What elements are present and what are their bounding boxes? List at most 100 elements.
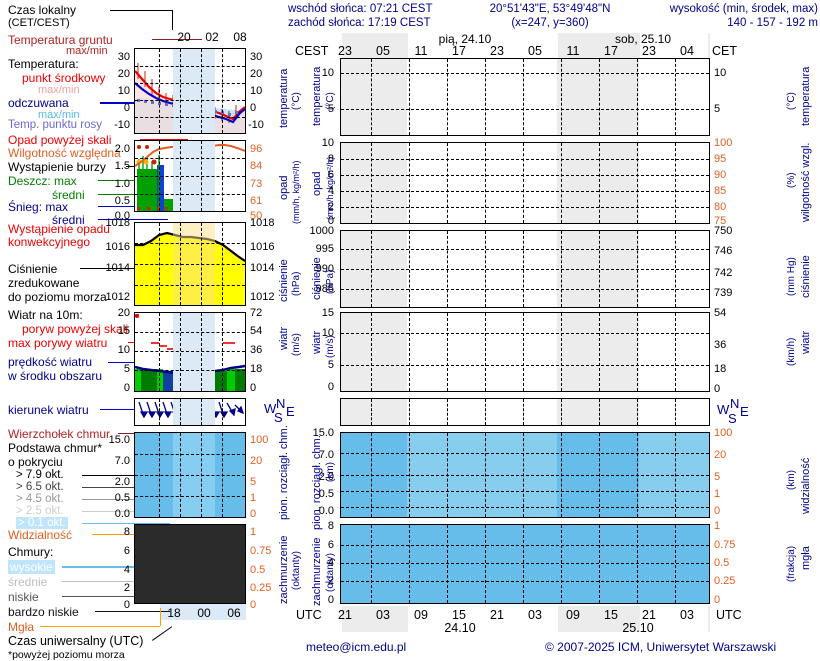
small-cover-right-025: 0.25 (250, 582, 272, 594)
legend-okt-65: > 6.5 okt. (16, 481, 64, 493)
main-precip-left-4: 4 (327, 185, 334, 197)
main-temp-left-10: 10 (321, 67, 334, 79)
small-axis-temperatura: temperatura (278, 68, 290, 128)
leader-rain-max (98, 180, 168, 181)
small-wind-left-15: 15 (117, 325, 130, 337)
legend-gust-over: poryw powyżej skali (22, 322, 129, 336)
small-wind-left-0: 0 (123, 382, 130, 394)
small-wind-right-36: 36 (250, 344, 263, 356)
main-chart-wind[interactable] (340, 312, 710, 392)
main-precip-left-6: 6 (327, 169, 334, 181)
main-chart-pressure[interactable] (340, 230, 710, 308)
local-tick-6: 11 (566, 44, 580, 58)
small-cover-left-2: 2 (123, 582, 130, 594)
small-chart-pressure[interactable] (134, 222, 246, 306)
main-chart-winddir[interactable] (340, 398, 710, 426)
main-chart-cover[interactable] (340, 524, 710, 604)
small-cover-right-1: 1 (250, 526, 257, 538)
compass-s: S (274, 410, 283, 425)
main-axis-wiatr-unit-r: (km/h) (786, 337, 797, 366)
small-press-right-1016: 1016 (250, 241, 275, 253)
main-vis-right-5: 5 (714, 471, 721, 483)
legend-cloud-top: Wierzchołek chmur (8, 427, 111, 441)
small-precip-right-73: 73 (250, 178, 263, 190)
legend-temp-apparent-sub: max/min (38, 109, 80, 121)
main-chart-cloud[interactable] (340, 432, 710, 518)
main-hum-right-100: 100 (714, 137, 733, 149)
utc-tick-7: 15 (604, 608, 618, 622)
main-wind-right-18: 18 (714, 363, 727, 375)
main-axis-wiatr: wiatr (311, 330, 323, 354)
main-cloud-left-150: 15.0 (312, 427, 334, 439)
leader-okt25 (82, 511, 170, 512)
small-precip-left-0: 0.0 (114, 210, 130, 222)
small-chart-precip[interactable] (134, 140, 246, 212)
day-band-2 (639, 313, 709, 391)
main-axis-cover-unit: (oktanty) (325, 553, 336, 592)
small-axis-wiatr: wiatr (278, 326, 290, 350)
leader-snow-max (98, 206, 168, 207)
small-cloud-right-20: 20 (250, 455, 263, 467)
small-cloud-left-150: 15.0 (108, 434, 130, 446)
local-tick-9: 04 (680, 44, 694, 58)
main-precip-left-10: 10 (321, 137, 334, 149)
small-cloud-right-5: 5 (250, 476, 257, 488)
main-cover-left-6: 6 (327, 539, 334, 551)
main-press-right-750: 750 (714, 225, 733, 237)
main-vis-right-100: 100 (714, 427, 733, 439)
small-cover-left-8: 8 (123, 526, 130, 538)
legend-local-time-sub: (CET/CEST) (8, 17, 70, 29)
small-chart-wind[interactable] (134, 312, 246, 392)
main-vis-right-0: 0 (714, 505, 721, 517)
main-chart-temperature[interactable] (340, 58, 710, 136)
small-tick-08: 08 (233, 30, 247, 44)
main-axis-cisnienie-unit: (hPa) (325, 269, 336, 294)
small-axis-cloud: pion. rozciągł. chm. (278, 425, 290, 520)
main-vis-right-1: 1 (714, 488, 721, 500)
leader-pressure (80, 268, 134, 269)
main-compass: N E S W (716, 396, 756, 426)
main-axis-temperatura-r: temperatura (800, 66, 812, 126)
local-tick-2: 11 (414, 44, 428, 58)
main-vis-right-20: 20 (714, 449, 727, 461)
main-cloud-left-20: 2.0 (318, 471, 334, 483)
utc-label-left: UTC (296, 608, 322, 622)
local-tick-4: 23 (490, 44, 504, 58)
small-cover-left-0: 0 (123, 599, 130, 611)
legend-gust-max: max porywy wiatru (8, 336, 108, 350)
legend-okt-01: > 0.1 okt. (16, 517, 68, 529)
compass-n: N (276, 396, 286, 411)
legend-okt-25: > 2.5 okt. (16, 505, 64, 517)
day-band-2 (639, 59, 709, 135)
main-axis-wilgotnosc-unit: (%) (786, 172, 797, 188)
top-axis-night-1 (342, 33, 408, 58)
main-axis-cover: zachmurzenie (311, 537, 323, 606)
legend-snow-avg: średni (52, 213, 85, 227)
main-cover-left-0: 0 (327, 594, 334, 606)
small-press-left-1016: 1016 (105, 241, 130, 253)
small-cloud-left-05: 0.5 (114, 492, 130, 504)
main-press-left-990: 990 (315, 263, 334, 275)
footer-email[interactable]: meteo@icm.edu.pl (306, 640, 407, 654)
main-hum-right-90: 90 (714, 169, 727, 181)
small-utc-tick-00: 00 (197, 606, 211, 620)
top-axis-day-1 (408, 33, 558, 58)
main-chart-precip[interactable] (340, 142, 710, 224)
utc-tick-9: 03 (680, 608, 694, 622)
main-cover-left-8: 8 (327, 520, 334, 532)
small-chart-temperature[interactable] (134, 48, 246, 134)
main-axis-opad-unit: (mm/h, kg/m²/h) (325, 156, 335, 220)
small-chart-cloud[interactable] (134, 432, 246, 518)
small-chart-cover[interactable] (134, 524, 246, 604)
legend-rain-max: Deszcz: max (8, 174, 77, 188)
small-temp-right-m10: -10 (248, 119, 264, 131)
small-chart-winddir[interactable] (134, 398, 246, 426)
legend-footnote: *powyżej poziomu morza (8, 649, 125, 661)
small-precip-right-50: 50 (250, 210, 263, 222)
local-tick-0: 23 (338, 44, 352, 58)
leader-visibility (92, 534, 168, 535)
small-temp-left-10: 10 (117, 85, 130, 97)
small-cloud-left-20: 2.0 (114, 476, 130, 488)
small-press-right-1018: 1018 (250, 217, 275, 229)
legend-pressure-1: Ciśnienie (8, 262, 58, 276)
